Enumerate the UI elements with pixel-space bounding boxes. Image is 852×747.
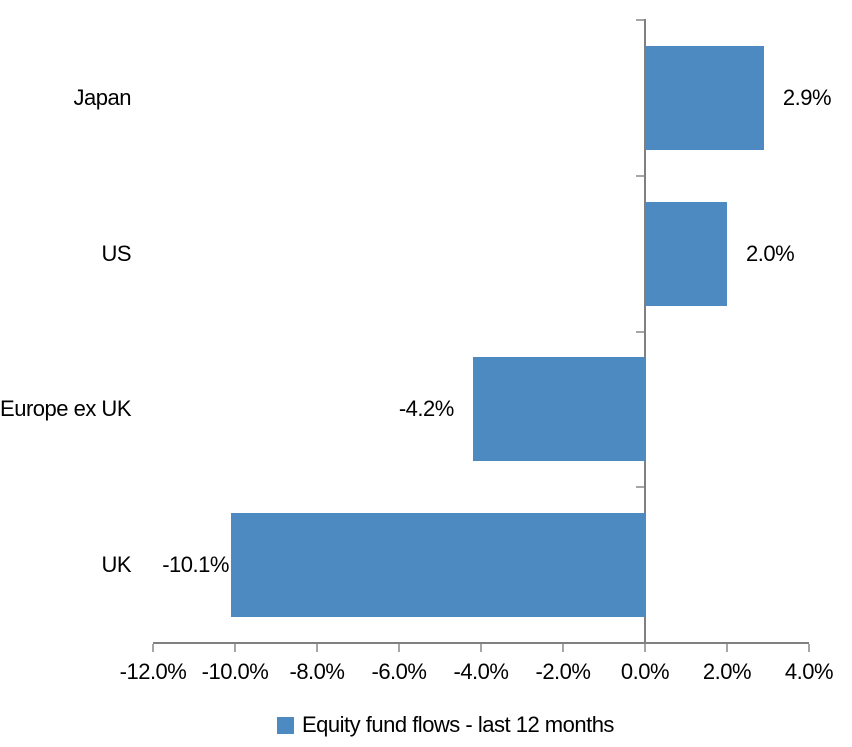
x-axis-tick-label: 2.0% xyxy=(702,659,752,684)
y-axis-tick xyxy=(636,486,644,489)
x-axis-line xyxy=(153,642,809,644)
category-label: US xyxy=(101,240,131,266)
legend: Equity fund flows - last 12 months xyxy=(277,712,614,738)
x-axis-tick xyxy=(644,644,646,652)
y-axis-tick xyxy=(636,19,644,21)
x-axis-tick-label: -12.0% xyxy=(119,659,187,684)
category-label: UK xyxy=(101,552,131,578)
y-axis-line xyxy=(644,19,646,644)
x-axis-tick-label: 0.0% xyxy=(620,659,670,684)
bar xyxy=(645,45,764,150)
bar xyxy=(230,513,645,618)
value-label: -4.2% xyxy=(398,396,454,422)
x-axis-tick-label: -6.0% xyxy=(371,659,427,684)
bar xyxy=(472,357,645,462)
x-axis-tick xyxy=(480,644,482,652)
x-axis-tick-label: -8.0% xyxy=(289,659,345,684)
category-label: Japan xyxy=(73,84,132,110)
x-axis-tick-label: -4.0% xyxy=(453,659,509,684)
x-axis-tick-label: -10.0% xyxy=(201,659,269,684)
y-axis-tick xyxy=(636,174,644,177)
x-axis-tick xyxy=(562,644,564,652)
legend-swatch xyxy=(277,716,294,734)
x-axis-tick xyxy=(316,644,318,652)
x-axis-tick xyxy=(398,644,400,652)
x-axis-tick xyxy=(808,644,810,652)
legend-label: Equity fund flows - last 12 months xyxy=(302,712,614,737)
value-label: 2.9% xyxy=(782,84,832,110)
x-axis-tick xyxy=(234,644,236,652)
x-axis-tick xyxy=(152,644,154,652)
value-label: 2.0% xyxy=(746,240,795,266)
value-label: -10.1% xyxy=(162,552,229,578)
x-axis-tick-label: -2.0% xyxy=(535,659,591,684)
y-axis-tick xyxy=(636,330,644,333)
x-axis-tick xyxy=(726,644,728,652)
bar xyxy=(645,201,727,306)
category-label: Europe ex UK xyxy=(0,396,131,422)
x-axis-tick-label: 4.0% xyxy=(784,659,834,684)
